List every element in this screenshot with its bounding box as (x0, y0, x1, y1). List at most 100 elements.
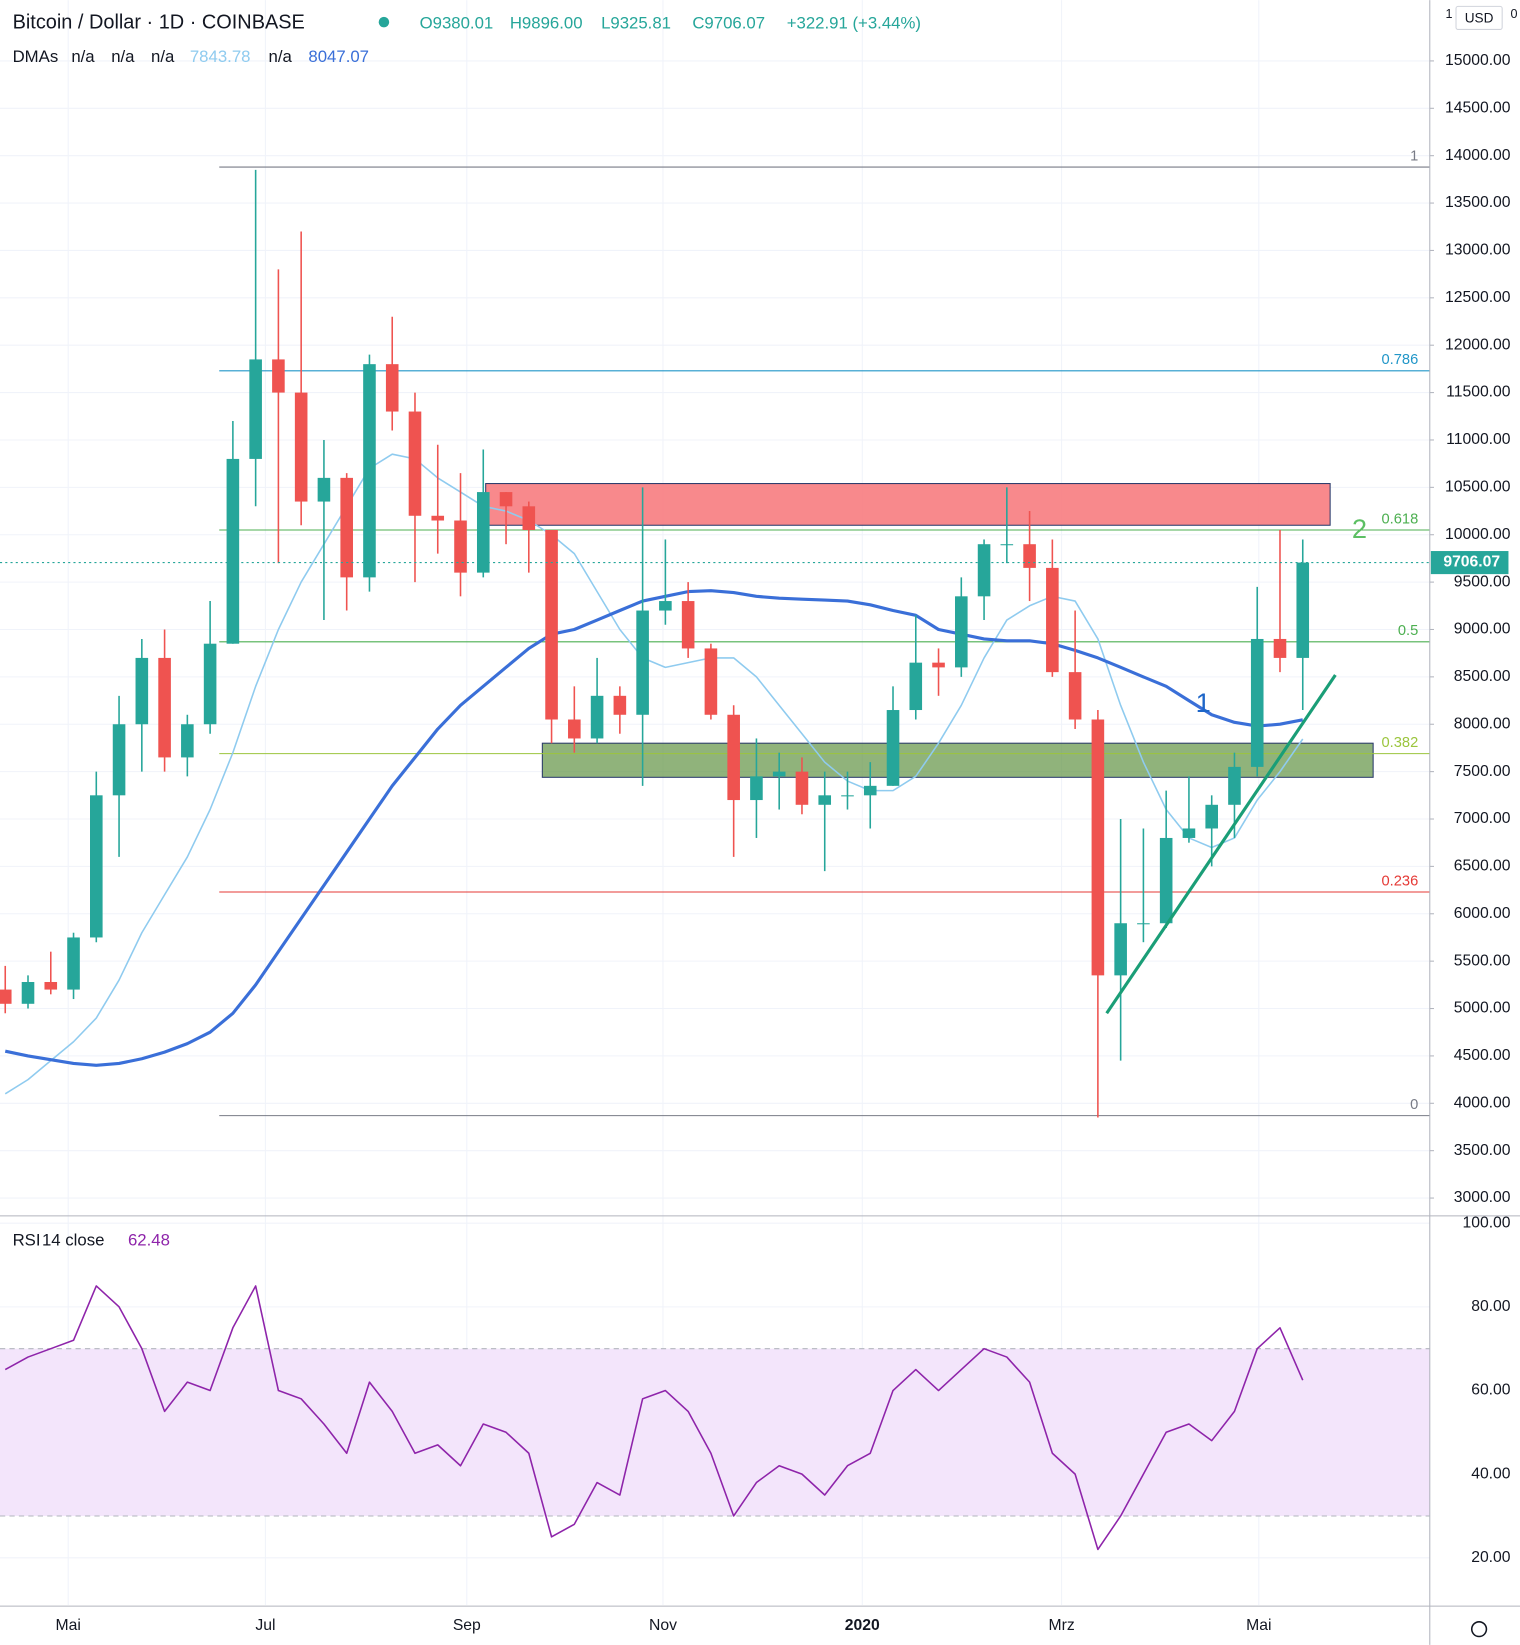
candle-body (1228, 766, 1241, 805)
y-tick-label: 9000.00 (1454, 621, 1511, 638)
ma-value: n/a (269, 47, 293, 66)
corner-label: 0 (1511, 7, 1518, 21)
fib-label: 0.236 (1382, 873, 1419, 889)
y-tick-label: 5000.00 (1454, 1000, 1511, 1017)
ohlc-value: C9706.07 (692, 14, 765, 33)
x-tick-label: Sep (453, 1617, 481, 1634)
zone (485, 483, 1331, 526)
candle-body (385, 364, 399, 412)
candle-body (795, 771, 809, 805)
candle-body (21, 981, 35, 1004)
candle-body (590, 695, 604, 739)
candle-body (158, 657, 171, 758)
candle-body (772, 771, 786, 777)
candle-body (955, 596, 968, 668)
y-tick-label: 3000.00 (1454, 1189, 1511, 1206)
y-tick-label: 14000.00 (1445, 147, 1511, 164)
rsi-band (0, 1348, 1430, 1516)
candle-body (613, 695, 627, 715)
rsi-line (4, 1285, 1304, 1551)
candle-body (1159, 837, 1173, 924)
rsi-label: RSI (13, 1230, 41, 1249)
y-tick-label: 12500.00 (1445, 289, 1511, 306)
ohlc-value: H9896.00 (510, 14, 583, 33)
y-tick-label: 10500.00 (1445, 479, 1511, 496)
candle-body (704, 648, 718, 715)
candle-body (181, 724, 194, 758)
y-tick-label: 6000.00 (1454, 905, 1511, 922)
ma-value: n/a (151, 47, 175, 66)
y-tick-label: 13000.00 (1445, 242, 1511, 259)
wave-label: 1 (1196, 687, 1211, 718)
candle-body (294, 392, 308, 502)
candle-body (112, 724, 126, 796)
y-tick-label: 11000.00 (1446, 431, 1511, 448)
x-tick-label: Nov (649, 1617, 677, 1634)
candle-body (431, 515, 445, 521)
candle-body (886, 710, 900, 786)
candle-body (249, 359, 262, 459)
ma-value: n/a (111, 47, 135, 66)
y-tick-label: 7500.00 (1454, 763, 1511, 780)
candle-body (1137, 923, 1150, 925)
rsi-value: 62.48 (128, 1230, 170, 1249)
candle-body (476, 492, 490, 573)
x-tick-label: Jul (255, 1617, 275, 1634)
candle-body (0, 989, 12, 1004)
settings-icon[interactable] (1470, 1621, 1488, 1638)
ohlc-value: L9325.81 (601, 14, 671, 33)
candle-body (90, 795, 103, 938)
fib-label: 0.618 (1382, 511, 1419, 527)
fib-label: 0.786 (1382, 352, 1419, 368)
candle-body (1114, 923, 1127, 976)
candle-body (841, 795, 854, 797)
ohlc-value: +322.91 (+3.44%) (787, 14, 921, 33)
candle-body (1091, 719, 1105, 976)
y-tick-label: 8500.00 (1454, 668, 1511, 685)
y-tick-label: 3500.00 (1454, 1142, 1511, 1159)
candle-body (750, 776, 763, 801)
ohlc: O9380.01 H9896.00 L9325.81 C9706.07 +322.91 … (420, 14, 921, 33)
candle-body (1046, 567, 1059, 673)
y-tick-label: 10000.00 (1445, 526, 1511, 543)
candle-body (272, 359, 285, 393)
candle-body (818, 795, 832, 805)
trendline (1105, 674, 1337, 1015)
ma-fast (4, 453, 1304, 1095)
rsi-params: 14 close (42, 1230, 104, 1249)
ma-value: n/a (71, 47, 95, 66)
candle-body (1068, 672, 1082, 720)
ohlc-value: O9380.01 (420, 14, 494, 33)
candle-body (636, 610, 649, 715)
candle-body (909, 662, 923, 711)
settings-gear[interactable] (1470, 1621, 1488, 1638)
candle-body (135, 657, 149, 725)
y-tick-label: 4500.00 (1454, 1047, 1511, 1064)
candle-body (454, 520, 467, 573)
x-tick-label: Mrz (1048, 1617, 1074, 1634)
y-tick-label: 6500.00 (1454, 858, 1511, 875)
ma-slow (4, 589, 1304, 1067)
candle-body (408, 411, 422, 516)
symbol: Bitcoin / Dollar · 1D · COINBASE (13, 11, 305, 33)
rsi-tick-label: 100.00 (1462, 1214, 1510, 1231)
candle-body (1023, 544, 1036, 568)
candle-body (1250, 638, 1264, 767)
candle-body (317, 477, 331, 502)
rsi-tick-label: 20.00 (1471, 1549, 1511, 1566)
currency-box (1455, 5, 1503, 30)
candle-body (977, 544, 991, 597)
fib-label: 0.5 (1398, 623, 1418, 639)
candle-body (1296, 562, 1310, 658)
status-dot (378, 16, 390, 28)
candle-body (340, 477, 353, 578)
fib-label: 0.382 (1382, 735, 1419, 751)
y-tick-label: 14500.00 (1445, 99, 1511, 116)
zone (541, 742, 1374, 778)
candle-body (545, 529, 558, 720)
candle-body (1182, 828, 1196, 838)
candle-body (203, 643, 217, 725)
x-tick-label: Mai (1246, 1617, 1271, 1634)
ma-label: DMAs (13, 47, 59, 66)
y-tick-label: 8000.00 (1454, 715, 1511, 732)
